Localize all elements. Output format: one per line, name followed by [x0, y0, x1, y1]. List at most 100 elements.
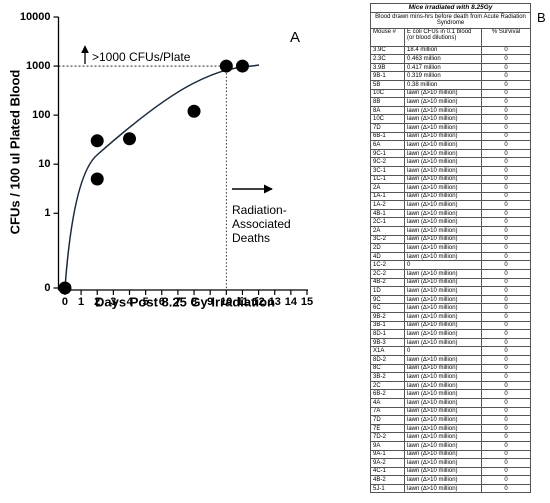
table-cell: 8D-1	[370, 329, 405, 339]
table-cell: lawn (∆>10 million)	[404, 303, 482, 313]
table-row: 8A lawn (∆>10 million) 0	[370, 105, 532, 116]
table-row: 7D lawn (∆>10 million) 0	[370, 122, 532, 133]
table-row: 3B-1 lawn (∆>10 million) 0	[370, 320, 532, 331]
table-cell: 0	[480, 105, 532, 116]
table-row: 3C-2 lawn (∆>10 million) 0	[370, 234, 532, 245]
table-cell: 8A	[370, 105, 405, 116]
table-cell: lawn (∆>10 million)	[404, 122, 482, 133]
header-cell: Mouse #	[370, 27, 405, 47]
table-cell: 0	[480, 406, 532, 417]
table-cell: 7D	[370, 415, 405, 425]
table-cell: 0	[480, 363, 532, 374]
annotation: >1000 CFUs/Plate	[92, 50, 191, 64]
table-cell: 0	[404, 346, 482, 356]
table-cell: lawn (∆>10 million)	[404, 449, 482, 460]
table-cell: 0	[480, 466, 532, 477]
table-cell: 0.38 million	[404, 79, 482, 90]
table-cell: 10C	[370, 114, 405, 124]
y-tick-label: 10000	[20, 11, 51, 23]
table-cell: lawn (∆>10 million)	[404, 389, 482, 399]
table-cell: lawn (∆>10 million)	[404, 174, 482, 185]
table-row: 10C lawn (∆>10 million) 0	[370, 114, 532, 124]
table-cell: 9C-1	[370, 148, 405, 159]
x-tick-label: 13	[269, 296, 281, 308]
annotation: Associated	[232, 217, 291, 231]
table-row: 2D lawn (∆>10 million) 0	[370, 243, 532, 253]
header-cell: % Survival	[480, 27, 532, 47]
table-cell: 0	[480, 286, 532, 296]
table-cell: 0	[480, 148, 532, 159]
table-cell: 5B	[370, 79, 405, 90]
x-tick-label: 4	[126, 296, 133, 308]
table-cell: lawn (∆>10 million)	[404, 277, 482, 288]
table-cell: 0	[480, 483, 532, 494]
table-cell: 5J-1	[370, 483, 405, 494]
x-tick-label: 0	[62, 296, 68, 308]
table-title: Mice irradiated with 8.25Gy	[369, 3, 532, 13]
table-row: 7A lawn (∆>10 million) 0	[370, 406, 532, 417]
table-row: 8D-1 lawn (∆>10 million) 0	[370, 329, 532, 339]
table-cell: 3.9B	[370, 62, 405, 73]
x-axis-title: Days Post 8.25 Gy Irradiation	[95, 294, 275, 309]
table-cell: 3B-2	[370, 372, 405, 382]
table-cell: 0	[480, 432, 532, 442]
table-cell: 0	[480, 269, 532, 279]
data-point	[123, 132, 136, 146]
x-tick-label: 9	[207, 296, 213, 308]
x-tick-label: 11	[237, 296, 249, 308]
data-point	[219, 59, 233, 73]
table-cell: 0	[480, 440, 532, 451]
y-tick-label: 0	[44, 282, 50, 294]
table-cell: 1D	[370, 286, 405, 296]
table-cell: 0	[480, 475, 532, 485]
table-row: 10C lawn (∆>10 million) 0	[370, 88, 532, 99]
table-cell: lawn (∆>10 million)	[404, 208, 482, 219]
table-cell: 10C	[370, 88, 405, 99]
annotation: Radiation-	[232, 203, 287, 217]
table-cell: lawn (∆>10 million)	[404, 88, 482, 99]
table-cell: 0	[480, 200, 532, 210]
table-row: 6B-2 lawn (∆>10 million) 0	[370, 389, 532, 399]
table-cell: lawn (∆>10 million)	[404, 217, 482, 228]
annotation: Deaths	[232, 231, 270, 245]
table-cell: 3C-2	[370, 234, 405, 245]
table-cell: 1A-1	[370, 191, 405, 202]
table-cell: 0	[480, 372, 532, 382]
table-cell: lawn (∆>10 million)	[404, 354, 482, 365]
table-cell: 0	[480, 312, 532, 322]
table-cell: 6B-2	[370, 389, 405, 399]
table-row: 8B lawn (∆>10 million) 0	[370, 97, 532, 107]
table-cell: lawn (∆>10 million)	[404, 458, 482, 468]
table-cell: 0	[480, 320, 532, 331]
x-tick-label: 12	[252, 296, 264, 308]
table-cell: 0	[480, 97, 532, 107]
y-tick-label: 1	[44, 207, 50, 219]
x-tick-label: 3	[110, 296, 116, 308]
table-cell: lawn (∆>10 million)	[404, 165, 482, 176]
y-axis-title: CFUs / 100 ul Plated Blood	[7, 70, 22, 235]
table-row: 8D-2 lawn (∆>10 million) 0	[370, 354, 532, 365]
table-cell: 9C-2	[370, 157, 405, 167]
table-cell: 0	[480, 62, 532, 73]
table-cell: lawn (∆>10 million)	[404, 432, 482, 442]
table-cell: 0	[480, 260, 532, 271]
table-row: 7D-2 lawn (∆>10 million) 0	[370, 432, 532, 442]
table-cell: 0	[480, 234, 532, 245]
table-cell: lawn (∆>10 million)	[404, 312, 482, 322]
table-cell: 1C-2	[370, 260, 405, 271]
table-cell: lawn (∆>10 million)	[404, 406, 482, 417]
table-cell: 0	[480, 140, 532, 150]
table-row: 4B-2 lawn (∆>10 million) 0	[370, 277, 532, 288]
table-cell: lawn (∆>10 million)	[404, 363, 482, 374]
table-cell: lawn (∆>10 million)	[404, 466, 482, 477]
table-row: 2C lawn (∆>10 million) 0	[370, 380, 532, 391]
table-row: 6A lawn (∆>10 million) 0	[370, 140, 532, 150]
table-cell: 9A	[370, 440, 405, 451]
data-table: Mice irradiated with 8.25Gy Blood drawn m…	[369, 3, 532, 494]
table-cell: lawn (∆>10 million)	[404, 157, 482, 167]
table-row: 3C-1 lawn (∆>10 million) 0	[370, 165, 532, 176]
table-cell: 2C-1	[370, 217, 405, 228]
table-subtitle: Blood drawn mins-hrs before death from A…	[369, 11, 532, 29]
table-cell: 2A	[370, 226, 405, 236]
table-cell: 0	[480, 208, 532, 219]
